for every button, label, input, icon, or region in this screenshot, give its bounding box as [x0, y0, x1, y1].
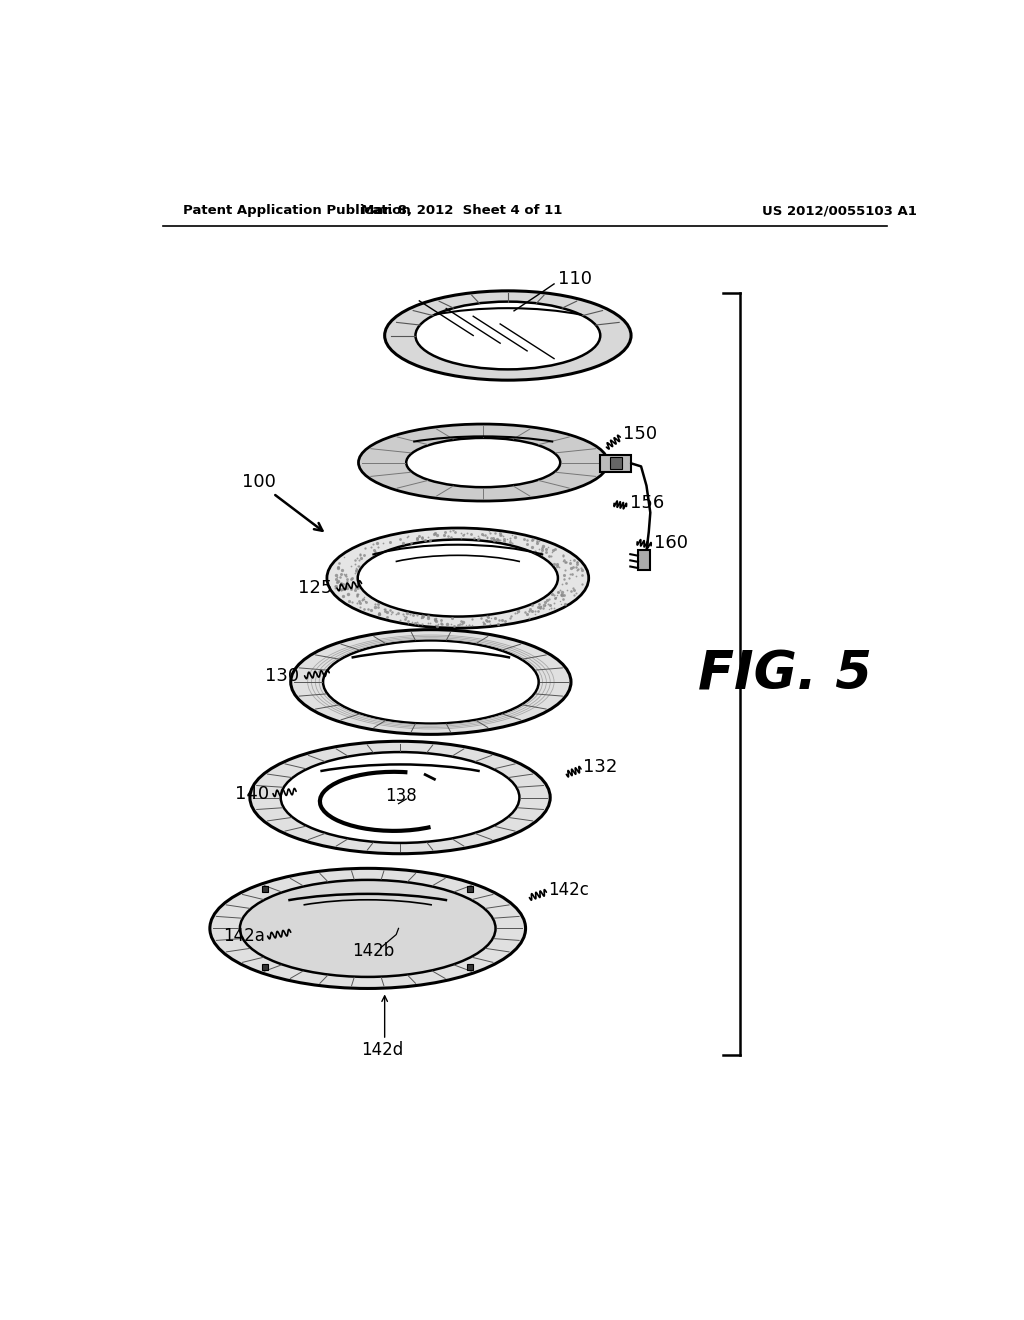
- Ellipse shape: [358, 424, 608, 502]
- Ellipse shape: [240, 880, 496, 977]
- Text: 130: 130: [265, 667, 299, 685]
- Text: 138: 138: [385, 787, 417, 805]
- Ellipse shape: [416, 302, 600, 370]
- Text: US 2012/0055103 A1: US 2012/0055103 A1: [762, 205, 916, 218]
- Text: 132: 132: [584, 758, 617, 776]
- Text: 142b: 142b: [352, 942, 394, 961]
- Text: 142c: 142c: [548, 880, 589, 899]
- Text: 150: 150: [624, 425, 657, 444]
- Ellipse shape: [327, 528, 589, 628]
- Ellipse shape: [407, 438, 560, 487]
- Text: Mar. 8, 2012  Sheet 4 of 11: Mar. 8, 2012 Sheet 4 of 11: [361, 205, 562, 218]
- Ellipse shape: [357, 540, 558, 616]
- Ellipse shape: [291, 630, 571, 734]
- Polygon shape: [638, 549, 650, 570]
- Ellipse shape: [385, 290, 631, 380]
- Text: 125: 125: [298, 579, 333, 597]
- Text: 100: 100: [243, 473, 276, 491]
- Text: FIG. 5: FIG. 5: [698, 648, 872, 701]
- Ellipse shape: [281, 752, 519, 843]
- Text: 142a: 142a: [223, 927, 265, 945]
- Polygon shape: [600, 455, 631, 471]
- Text: Patent Application Publication: Patent Application Publication: [183, 205, 411, 218]
- Ellipse shape: [210, 869, 525, 989]
- Ellipse shape: [250, 742, 550, 854]
- Text: 160: 160: [654, 535, 688, 552]
- Text: 142d: 142d: [361, 1041, 403, 1059]
- Ellipse shape: [323, 640, 539, 723]
- Text: 156: 156: [630, 495, 664, 512]
- Text: 110: 110: [558, 271, 592, 288]
- Text: 140: 140: [234, 784, 268, 803]
